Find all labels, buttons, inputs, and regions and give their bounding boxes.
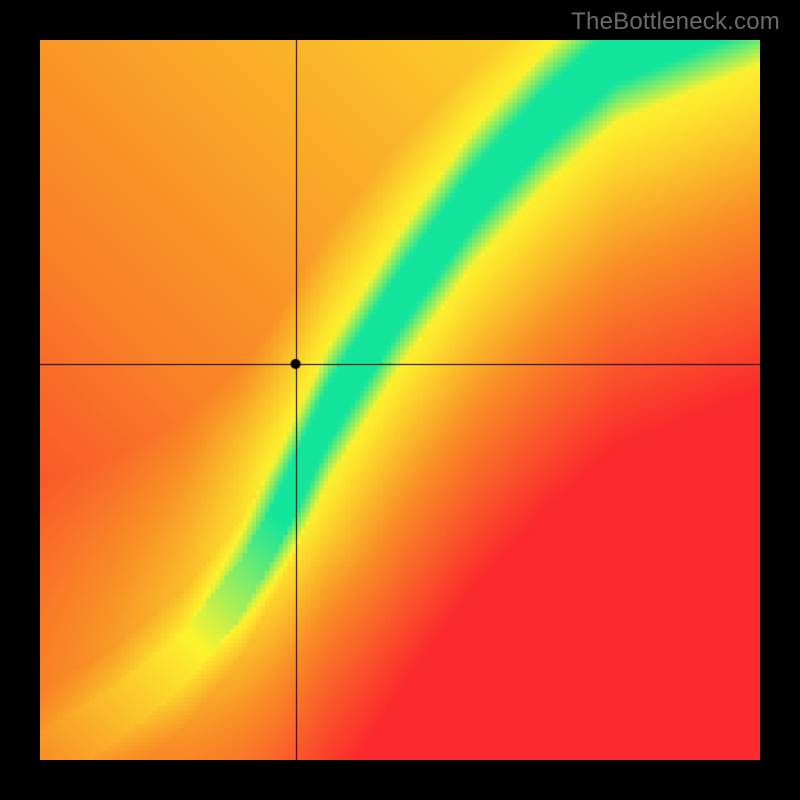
chart-container: TheBottleneck.com	[0, 0, 800, 800]
heatmap-canvas	[40, 40, 760, 760]
watermark-text: TheBottleneck.com	[571, 8, 780, 36]
heatmap-plot	[40, 40, 760, 760]
